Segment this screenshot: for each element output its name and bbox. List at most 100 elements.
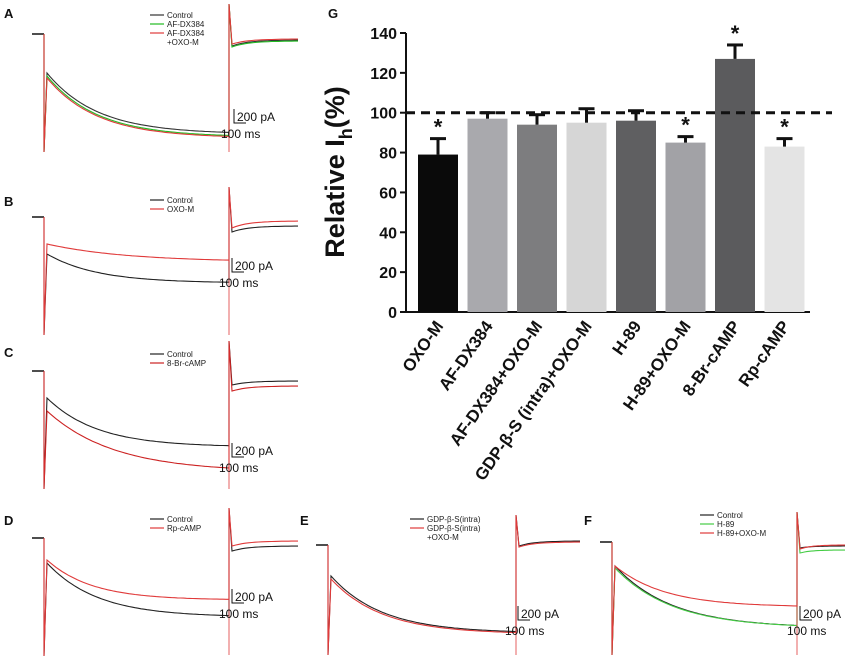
- trace-1: [43, 186, 299, 336]
- scale-current: 200 pA: [235, 590, 273, 604]
- bar-chart: G 0 20 40 60 80 100 120 140 Relative Ih(%) * OXO-MA…: [320, 6, 832, 484]
- y-tick-label: 60: [379, 185, 397, 202]
- x-tick-label: OXO-M: [399, 317, 448, 375]
- y-label-sub: h: [336, 128, 356, 139]
- legend-label: GDP-β-S(intra): [427, 515, 481, 524]
- legend-label: Rp-cAMP: [167, 524, 201, 533]
- legend-label: Control: [167, 11, 193, 20]
- scale-current: 200 pA: [521, 607, 559, 621]
- scale-current: 200 pA: [235, 444, 273, 458]
- legend-label: H-89+OXO-M: [717, 529, 766, 538]
- scale-bar-lines: [233, 109, 246, 124]
- trace-0: [43, 507, 298, 657]
- trace-1: [43, 3, 298, 153]
- panel-label: A: [4, 6, 14, 21]
- trace-1: [611, 511, 845, 656]
- bar-7: [715, 58, 755, 313]
- significance-marker: *: [681, 113, 690, 138]
- scale-bar-lines: [799, 606, 812, 621]
- legend-label: Control: [167, 196, 193, 205]
- legend-label: Control: [717, 511, 743, 520]
- y-tick-label: 20: [379, 265, 397, 282]
- legend: GDP-β-S(intra)GDP-β-S(intra)+OXO-M: [410, 515, 481, 542]
- trace-2: [611, 511, 845, 656]
- legend-label: AF-DX384: [167, 20, 205, 29]
- panel-label-g: G: [328, 6, 338, 21]
- legend-label: Control: [167, 350, 193, 359]
- panel-label: E: [300, 513, 309, 528]
- bar-3: [517, 124, 557, 313]
- scale-bar-lines: [231, 589, 244, 604]
- x-tick-label: AF-DX384+OXO-M: [446, 317, 546, 449]
- scale-bar-lines: [517, 606, 530, 621]
- legend-label: H-89: [717, 520, 735, 529]
- panel-label: D: [4, 513, 13, 528]
- legend-label: +OXO-M: [427, 533, 459, 542]
- bar-4: [566, 122, 607, 312]
- significance-marker: *: [434, 115, 443, 140]
- scale-time: 100 ms: [787, 624, 826, 638]
- significance-marker: *: [780, 115, 789, 140]
- y-tick-label: 140: [370, 26, 397, 43]
- legend-label: AF-DX384: [167, 29, 205, 38]
- scale-time: 100 ms: [221, 127, 260, 141]
- y-label-main: Relative I: [320, 139, 350, 258]
- trace-0: [43, 186, 298, 336]
- scale-current: 200 pA: [237, 110, 275, 124]
- legend-label: +OXO-M: [167, 38, 199, 47]
- panel-label: C: [4, 345, 14, 360]
- scale-bar-lines: [231, 443, 244, 458]
- legend-label: OXO-M: [167, 205, 194, 214]
- legend-label: GDP-β-S(intra): [427, 524, 481, 533]
- scale-bar: 200 pA 100 ms: [219, 589, 273, 621]
- trace-0: [327, 514, 580, 656]
- bar-8: [764, 146, 805, 312]
- trace-1: [43, 340, 298, 490]
- bar-5: [616, 120, 656, 312]
- scale-time: 100 ms: [219, 276, 258, 290]
- scale-bar: 200 pA 100 ms: [505, 606, 559, 638]
- x-tick-label: H-89: [609, 317, 646, 358]
- scale-bar: 200 pA 100 ms: [219, 443, 273, 475]
- y-tick-label: 80: [379, 146, 397, 163]
- trace-0: [43, 340, 298, 490]
- y-tick-label: 0: [388, 305, 397, 322]
- significance-marker: *: [731, 21, 740, 46]
- trace-0: [43, 3, 298, 153]
- scale-time: 100 ms: [505, 624, 544, 638]
- legend-label: 8-Br-cAMP: [167, 359, 206, 368]
- scale-bar: 200 pA 100 ms: [787, 606, 841, 638]
- scale-bar: 200 pA 100 ms: [221, 109, 275, 141]
- y-axis-label: Relative Ih(%): [320, 86, 356, 258]
- scale-time: 100 ms: [219, 461, 258, 475]
- scale-bar-lines: [231, 258, 244, 273]
- panel-label: F: [584, 513, 592, 528]
- panel-label: B: [4, 194, 13, 209]
- trace-2: [43, 3, 298, 153]
- scale-time: 100 ms: [219, 607, 258, 621]
- scale-bar: 200 pA 100 ms: [219, 258, 273, 290]
- y-label-tail: (%): [320, 86, 350, 128]
- bar-6: [665, 142, 706, 312]
- bar-1: [418, 154, 458, 312]
- y-tick-label: 40: [379, 225, 397, 242]
- scale-current: 200 pA: [803, 607, 841, 621]
- trace-1: [43, 507, 298, 657]
- scale-current: 200 pA: [235, 259, 273, 273]
- y-tick-label: 120: [370, 66, 397, 83]
- bar-2: [467, 118, 508, 312]
- legend-label: Control: [167, 515, 193, 524]
